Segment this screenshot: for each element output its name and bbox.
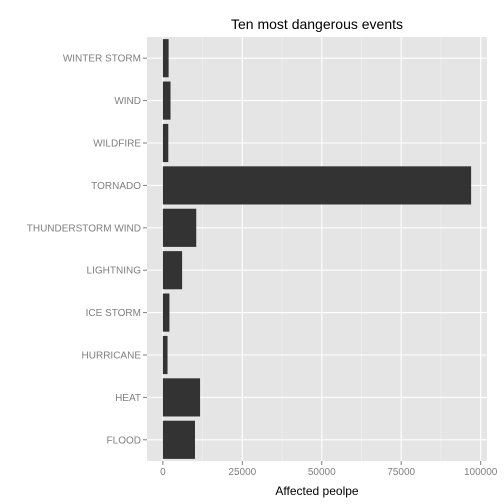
- x-tick-label: 50000: [308, 467, 336, 478]
- y-tick-label: HEAT: [115, 393, 141, 404]
- bar-thunderstorm-wind: [162, 208, 197, 247]
- bar-ice-storm: [162, 293, 170, 332]
- bar-winter-storm: [162, 39, 169, 78]
- chart-title: Ten most dangerous events: [231, 16, 403, 32]
- x-tick-label: 25000: [228, 467, 256, 478]
- y-tick-label: WINTER STORM: [63, 54, 141, 65]
- y-tick-label: HURRICANE: [82, 351, 142, 362]
- y-tick-label: ICE STORM: [86, 308, 141, 319]
- x-tick-label: 100000: [464, 467, 498, 478]
- bars: [162, 39, 472, 459]
- bar-flood: [162, 420, 195, 459]
- bar-heat: [162, 378, 201, 417]
- y-tick-label: LIGHTNING: [87, 266, 142, 277]
- x-axis-title: Affected peolpe: [275, 484, 359, 498]
- y-tick-label: TORNADO: [91, 181, 141, 192]
- x-axis: 0 25000 50000 75000 100000: [160, 461, 498, 478]
- y-tick-label: WIND: [114, 96, 141, 107]
- y-tick-label: THUNDERSTORM WIND: [27, 223, 141, 234]
- grid-lines: [147, 37, 487, 461]
- bar-wind: [162, 81, 171, 120]
- bar-wildfire: [162, 123, 169, 163]
- y-tick-label: FLOOD: [107, 435, 141, 446]
- y-tick-label: WILDFIRE: [93, 139, 141, 150]
- x-tick-label: 75000: [387, 467, 415, 478]
- plot-panel: [147, 37, 487, 461]
- x-tick-label: 0: [160, 467, 166, 478]
- bar-lightning: [162, 251, 183, 290]
- bar-hurricane: [162, 335, 168, 375]
- bar-tornado: [162, 166, 472, 205]
- y-axis: FLOOD HEAT HURRICANE ICE STORM LIGHTNING THUN…: [27, 54, 147, 446]
